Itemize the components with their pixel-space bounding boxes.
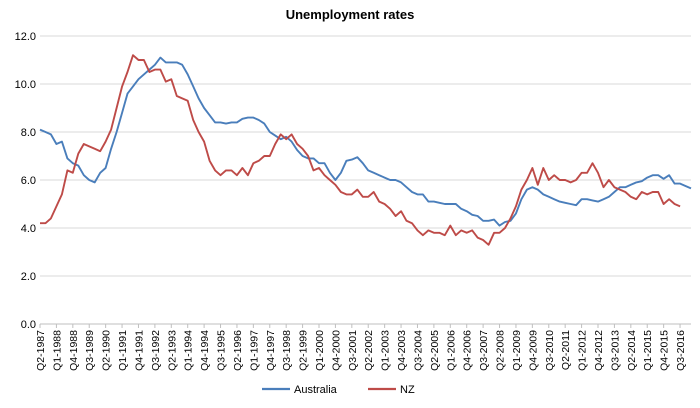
- y-tick-label: 12.0: [15, 31, 36, 43]
- x-tick-label: Q2-2011: [560, 330, 572, 370]
- x-tick-label: Q1-2009: [511, 330, 523, 371]
- x-tick-label: Q4-2012: [593, 330, 605, 371]
- x-tick-label: Q3-1998: [281, 330, 293, 371]
- x-tick-label: Q4-2003: [396, 330, 408, 371]
- y-tick-label: 8.0: [21, 127, 36, 139]
- x-tick-label: Q1-2000: [314, 330, 326, 371]
- legend: Australia NZ: [262, 384, 415, 396]
- x-tick-label: Q1-1994: [183, 330, 195, 371]
- y-axis-ticks: 0.0 2.0 4.0 6.0 8.0 10.0 12.0: [15, 31, 36, 331]
- x-tick-label: Q3-2013: [609, 330, 621, 371]
- x-tick-label: Q3-1992: [150, 330, 162, 371]
- x-tick-label: Q3-2001: [347, 330, 359, 371]
- x-tick-label: Q3-2007: [478, 330, 490, 371]
- x-tick-label: Q2-1990: [101, 330, 113, 371]
- x-tick-label: Q2-1993: [166, 330, 178, 371]
- x-tick-label: Q4-1991: [133, 330, 145, 371]
- x-tick-label: Q4-2000: [330, 330, 342, 371]
- x-tick-label: Q4-2006: [462, 330, 474, 371]
- y-tick-label: 4.0: [21, 223, 36, 235]
- y-tick-label: 0.0: [21, 319, 36, 331]
- x-tick-label: Q2-1996: [232, 330, 244, 371]
- x-tick-label: Q3-2016: [675, 330, 687, 371]
- x-tick-label: Q2-1987: [35, 330, 47, 371]
- x-tick-label: Q2-1999: [298, 330, 310, 371]
- x-tick-label: Q1-1988: [51, 330, 63, 371]
- x-tick-label: Q3-1995: [216, 330, 228, 371]
- x-tick-label: Q3-2010: [544, 330, 556, 371]
- x-tick-label: Q1-2015: [642, 330, 654, 371]
- x-tick-label: Q1-1997: [248, 330, 260, 371]
- x-tick-label: Q1-2006: [445, 330, 457, 371]
- x-tick-label: Q4-1988: [68, 330, 80, 371]
- chart-title: Unemployment rates: [286, 7, 415, 22]
- series-line-australia: [39, 56, 692, 227]
- gridlines: [40, 35, 691, 325]
- series-lines: [39, 54, 692, 246]
- x-tick-label: Q3-1989: [84, 330, 96, 371]
- legend-label-nz: NZ: [400, 384, 415, 396]
- x-tick-label: Q2-2005: [429, 330, 441, 371]
- x-tick-label: Q4-2015: [659, 330, 671, 371]
- legend-label-australia: Australia: [294, 384, 338, 396]
- x-tick-label: Q2-2008: [495, 330, 507, 371]
- x-tick-label: Q1-2003: [380, 330, 392, 371]
- y-tick-label: 2.0: [21, 271, 36, 283]
- y-tick-label: 10.0: [15, 79, 36, 91]
- x-tick-label: Q4-1994: [199, 330, 211, 371]
- x-tick-label: Q4-2009: [527, 330, 539, 371]
- x-tick-label: Q2-2014: [626, 330, 638, 371]
- x-tick-label: Q4-1997: [265, 330, 277, 371]
- x-tick-label: Q1-2012: [577, 330, 589, 371]
- x-axis-ticks: Q2-1987 Q1-1988 Q4-1988 Q3-1989 Q2-1990 Q1-19…: [35, 324, 687, 371]
- x-tick-label: Q2-2002: [363, 330, 375, 371]
- series-line-nz: [40, 54, 681, 246]
- y-tick-label: 6.0: [21, 175, 36, 187]
- x-tick-label: Q1-1991: [117, 330, 129, 371]
- x-tick-label: Q3-2004: [412, 330, 424, 371]
